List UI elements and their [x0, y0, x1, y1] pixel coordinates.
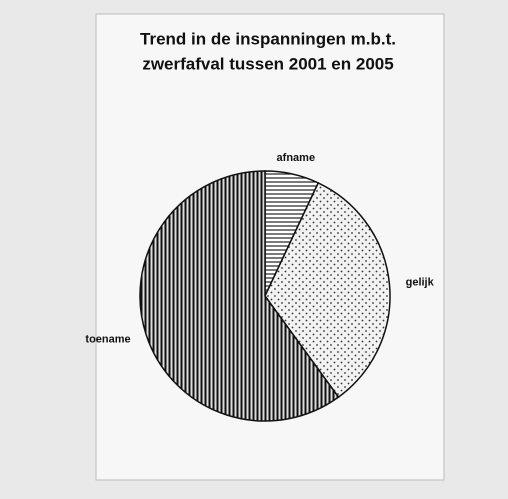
chart-title: Trend in de inspanningen m.b.t. [140, 29, 396, 48]
chart-title: zwerfafval tussen 2001 en 2005 [142, 54, 393, 73]
pie-slice [139, 170, 340, 422]
pie [139, 170, 391, 422]
slice-label: afname [277, 152, 316, 164]
slice-label: gelijk [406, 277, 435, 289]
pie-slice [264, 181, 391, 399]
slice-label: toename [85, 334, 130, 346]
